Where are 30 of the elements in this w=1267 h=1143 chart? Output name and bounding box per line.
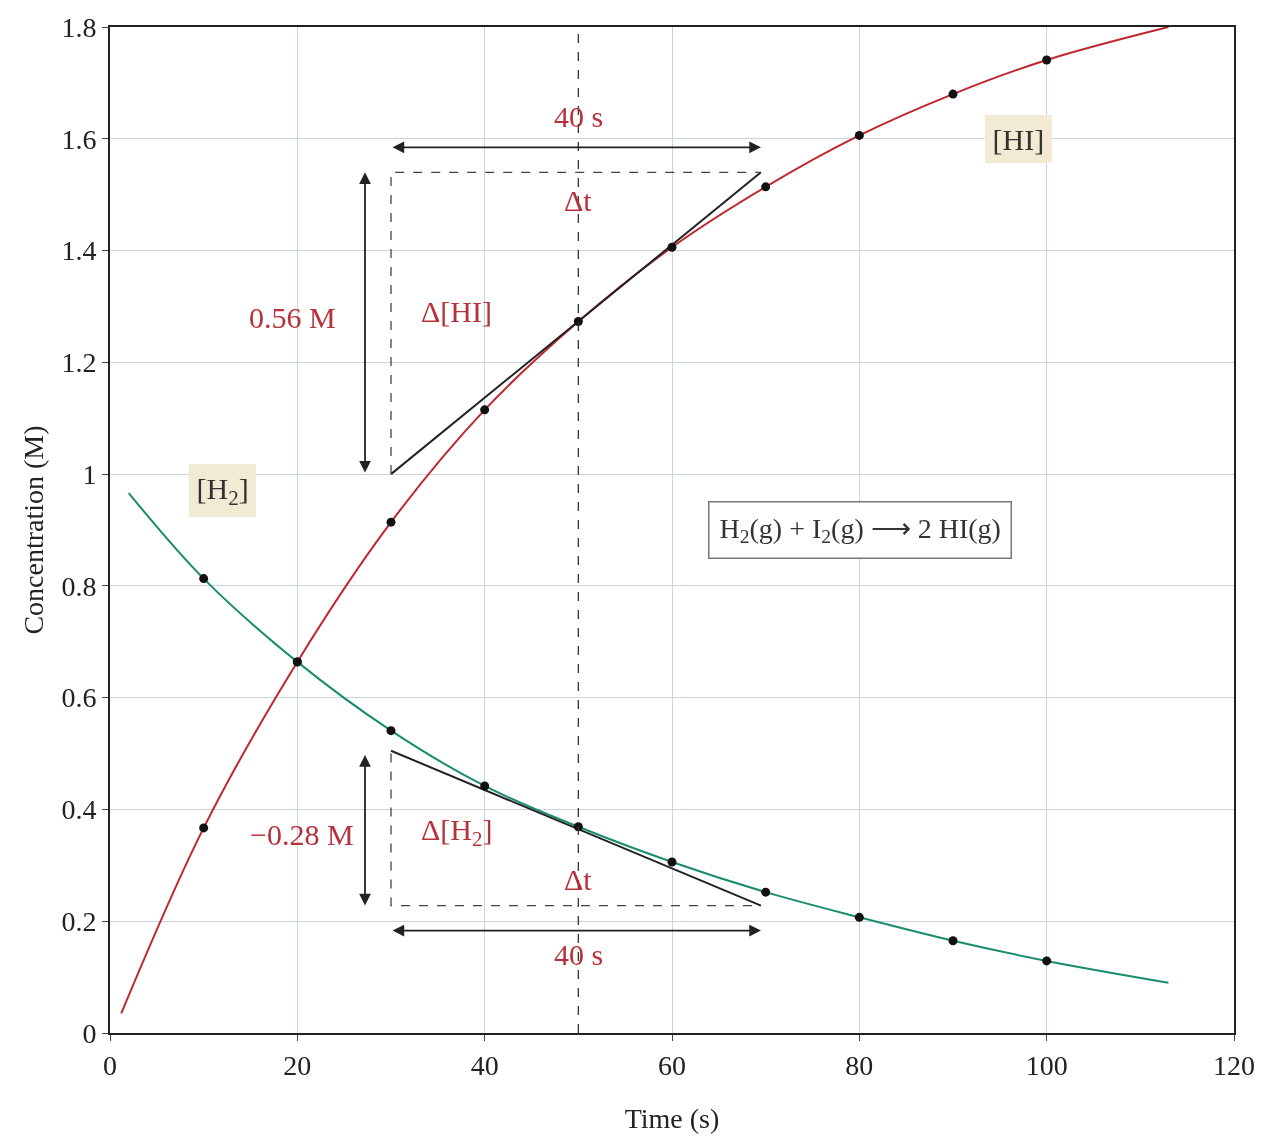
y-tick-label: 0.6 — [61, 682, 97, 714]
annotation: [H$_{2}$] — [196, 471, 249, 510]
annotation: H$_{2}$(g) + I$_{2}$(g) ⟶ 2 HI(g) — [719, 512, 1001, 548]
y-tick-label: 1.6 — [61, 123, 97, 155]
x-tick-label: 0 — [103, 1049, 117, 1081]
x-tick-label: 60 — [658, 1049, 686, 1081]
annotation: −0.28 M — [250, 818, 354, 851]
y-axis-title: Concentration (M) — [18, 425, 49, 635]
annotation: 40 s — [554, 100, 604, 133]
y-tick-label: 1.4 — [61, 235, 97, 267]
x-axis-title: Time (s) — [624, 1103, 720, 1134]
annotation: [HI] — [992, 122, 1045, 156]
y-tick-label: 1.8 — [61, 11, 97, 43]
annotation: Δt — [564, 184, 593, 217]
y-tick-label: 0.8 — [61, 570, 97, 602]
annotation: 0.56 M — [249, 301, 336, 334]
annotation: Δt — [564, 863, 593, 896]
annotation: Δ[HI] — [421, 295, 492, 328]
y-tick-label: 1 — [82, 458, 97, 490]
x-tick-label: 40 — [470, 1049, 499, 1081]
y-tick-label: 1.2 — [61, 347, 97, 379]
y-tick-label: 0.4 — [61, 794, 97, 826]
x-tick-label: 100 — [1025, 1049, 1068, 1081]
annotation: 40 s — [554, 938, 604, 971]
x-tick-label: 20 — [283, 1049, 312, 1081]
y-tick-label: 0 — [82, 1017, 97, 1049]
annotation: Δ[H$_{2}$] — [421, 813, 493, 852]
y-tick-label: 0.2 — [61, 906, 97, 938]
x-tick-label: 120 — [1213, 1049, 1255, 1081]
x-tick-label: 80 — [845, 1049, 874, 1081]
